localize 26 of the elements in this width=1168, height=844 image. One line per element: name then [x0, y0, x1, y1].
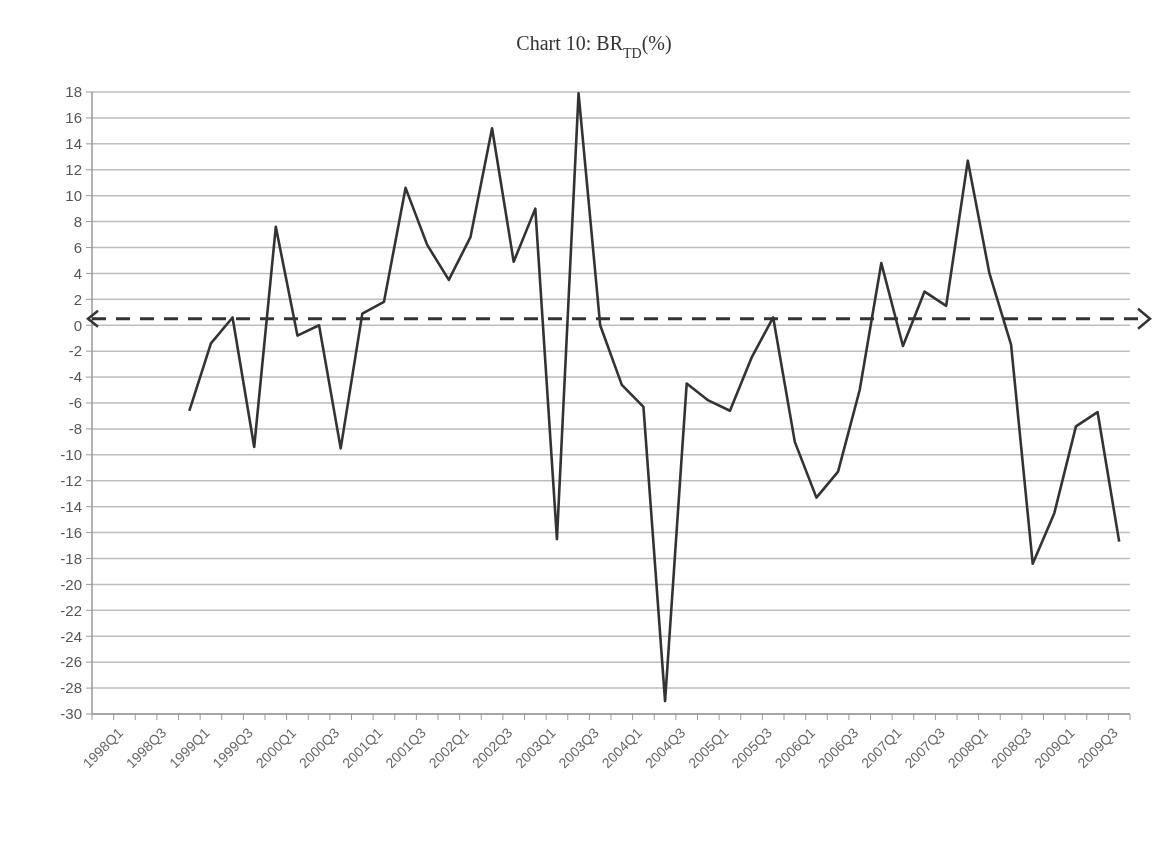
y-tick-label: -28: [60, 679, 82, 697]
y-tick-label: -10: [60, 446, 82, 464]
y-tick-label: -20: [60, 575, 82, 593]
y-tick-label: -30: [60, 705, 82, 723]
y-tick-label: -2: [68, 342, 82, 360]
y-tick-label: 6: [73, 238, 82, 256]
y-tick-label: 12: [65, 161, 82, 178]
y-tick-label: 0: [73, 316, 82, 334]
y-tick-label: -12: [60, 472, 82, 489]
y-tick-label: -8: [68, 420, 82, 438]
y-tick-label: -4: [68, 368, 82, 386]
y-tick-label: 14: [65, 135, 82, 153]
y-tick-label: -18: [60, 549, 82, 567]
y-tick-label: -16: [60, 523, 82, 541]
y-tick-label: 8: [73, 212, 82, 230]
y-tick-label: 4: [73, 264, 82, 282]
chart-title: Chart 10: BR$_{TD}$(%): [516, 32, 672, 61]
y-tick-label: 10: [65, 186, 82, 204]
y-tick-label: -6: [68, 394, 82, 412]
y-tick-label: 16: [65, 109, 82, 127]
y-tick-label: -22: [60, 601, 82, 619]
y-tick-label: 2: [73, 290, 82, 308]
y-tick-label: -24: [60, 627, 82, 645]
y-tick-label: -26: [60, 653, 82, 671]
y-tick-label: -14: [60, 497, 82, 515]
y-tick-label: 18: [65, 83, 82, 101]
